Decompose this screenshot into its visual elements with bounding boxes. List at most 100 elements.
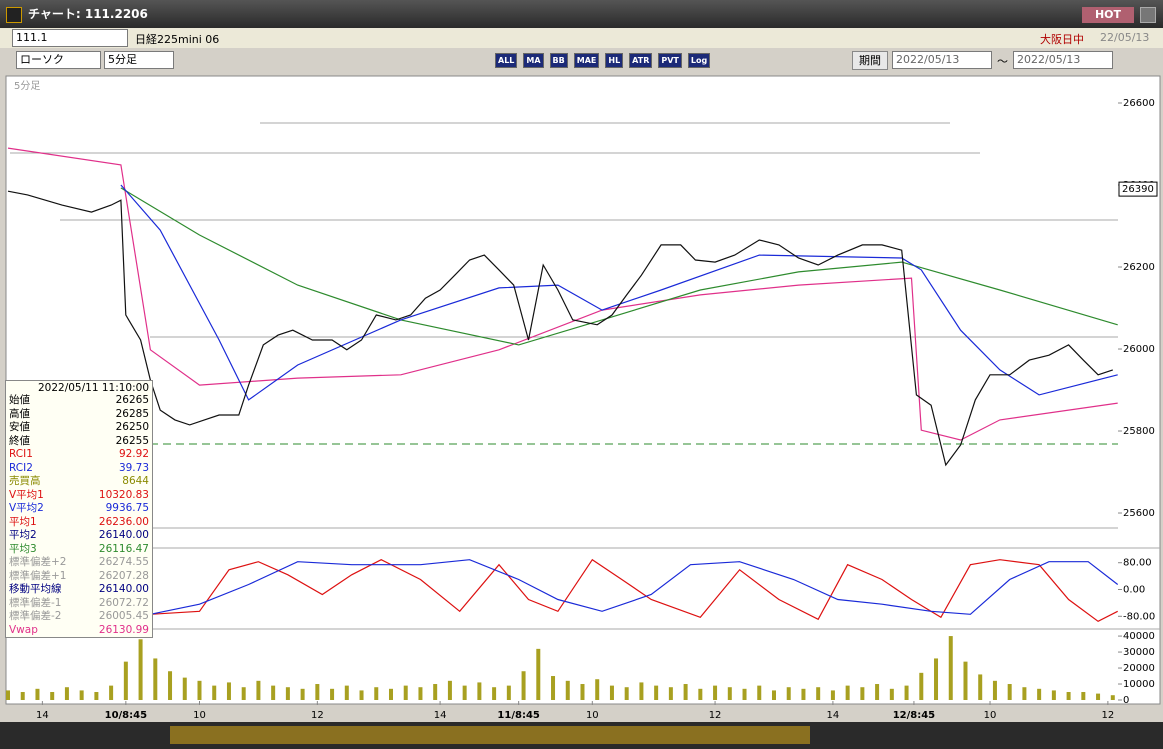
info-row: 標準偏差-1 26072.72 bbox=[9, 597, 149, 611]
info-label: 標準偏差-1 bbox=[9, 596, 62, 609]
series-line bbox=[150, 558, 1118, 623]
info-panel: 2022/05/11 11:10:00 始値 26265 高値 26285 安値 26250… bbox=[5, 380, 153, 638]
info-row: 標準偏差+1 26207.28 bbox=[9, 570, 149, 584]
volume-bar bbox=[786, 687, 791, 700]
info-row: V平均1 10320.83 bbox=[9, 489, 149, 503]
separator: ～ bbox=[997, 55, 1008, 68]
info-row: 平均2 26140.00 bbox=[9, 529, 149, 543]
tool-button[interactable]: ATR bbox=[629, 53, 653, 68]
info-value: 26207.28 bbox=[98, 569, 149, 582]
info-value: 26140.00 bbox=[98, 583, 149, 595]
tool-button[interactable]: BB bbox=[549, 53, 568, 68]
interval-select[interactable]: 5分足 bbox=[104, 51, 174, 69]
tool-button[interactable]: Log bbox=[687, 53, 711, 68]
info-row: 平均1 26236.00 bbox=[9, 516, 149, 530]
y-tick-label: 40000 bbox=[1123, 631, 1155, 642]
info-label: Vwap bbox=[9, 623, 38, 636]
toolbar-row: ローソク 5分足 ALL MA BB MAE HL ATR PVT Log 期間 2022/0… bbox=[0, 48, 1163, 74]
y-tick-label: -80.00 bbox=[1123, 611, 1155, 622]
date: 22/05/13 bbox=[1100, 31, 1150, 44]
button-group: ALL MA BB MAE HL ATR PVT Log bbox=[495, 53, 855, 68]
x-tick-label: 14 bbox=[36, 710, 49, 721]
volume-bar bbox=[713, 685, 718, 700]
window-title: チャート: 111.2206 bbox=[28, 7, 148, 21]
volume-bar bbox=[6, 690, 10, 700]
x-tick-label: 10 bbox=[586, 710, 599, 721]
y-tick-label: 26200 bbox=[1123, 262, 1155, 273]
volume-bar bbox=[138, 639, 143, 700]
y-tick-label: 0.00 bbox=[1123, 585, 1145, 596]
volume-bar bbox=[403, 685, 408, 700]
volume-bar bbox=[934, 658, 939, 700]
x-tick-label: 12 bbox=[709, 710, 722, 721]
tool-button[interactable]: MA bbox=[523, 53, 544, 68]
volume-bar bbox=[256, 680, 261, 700]
close-button[interactable] bbox=[1140, 7, 1156, 23]
volume-bar bbox=[50, 692, 55, 700]
volume-bar bbox=[830, 690, 835, 700]
info-value: 26072.72 bbox=[98, 596, 149, 609]
volume-bar bbox=[64, 687, 69, 700]
volume-bar bbox=[771, 690, 776, 700]
info-label: 標準偏差-2 bbox=[9, 610, 62, 622]
volume-bar bbox=[123, 661, 128, 700]
volume-bar bbox=[462, 685, 467, 700]
info-value: 26130.99 bbox=[98, 623, 149, 636]
from-date[interactable]: 2022/05/13 bbox=[892, 51, 992, 69]
info-value: 26255 bbox=[115, 434, 149, 447]
style-select[interactable]: ローソク bbox=[16, 51, 101, 69]
hot-button[interactable]: HOT bbox=[1082, 7, 1134, 23]
period-button[interactable]: 期間 bbox=[852, 51, 888, 70]
info-label: 標準偏差+1 bbox=[9, 569, 67, 582]
last-price: 26390 bbox=[1122, 184, 1154, 195]
volume-bar bbox=[447, 680, 452, 700]
info-row: 標準偏差+2 26274.55 bbox=[9, 556, 149, 570]
volume-bar bbox=[654, 685, 659, 700]
info-row: RCI2 39.73 bbox=[9, 462, 149, 476]
y-tick-label: 30000 bbox=[1123, 647, 1155, 658]
info-row: 平均3 26116.47 bbox=[9, 543, 149, 557]
volume-bar bbox=[536, 648, 541, 700]
x-tick-label: 14 bbox=[827, 710, 840, 721]
volume-bar bbox=[315, 684, 320, 700]
info-value: 26236.00 bbox=[98, 515, 149, 528]
tool-button[interactable]: ALL bbox=[495, 53, 518, 68]
symbol-input[interactable]: 111.1 bbox=[12, 29, 128, 47]
chart: 5分足 256002580026000262002640026600263908… bbox=[0, 75, 1163, 749]
tool-button[interactable]: PVT bbox=[658, 53, 682, 68]
tool-button[interactable]: HL bbox=[605, 53, 624, 68]
volume-bar bbox=[978, 674, 983, 700]
info-label: 安値 bbox=[9, 421, 30, 433]
volume-bar bbox=[1110, 695, 1115, 700]
info-label: V平均2 bbox=[9, 502, 44, 514]
symbol-name: 日経225mini 06 bbox=[135, 33, 220, 46]
volume-bar bbox=[226, 682, 231, 700]
volume-bar bbox=[271, 685, 276, 700]
app-icon bbox=[6, 7, 22, 23]
volume-bar bbox=[35, 688, 40, 700]
series-line bbox=[7, 190, 1113, 467]
info-row: RCI1 92.92 bbox=[9, 448, 149, 462]
info-label: 始値 bbox=[9, 394, 30, 406]
volume-bar bbox=[20, 692, 25, 700]
scroll-thumb[interactable] bbox=[170, 726, 810, 744]
info-label: 標準偏差+2 bbox=[9, 556, 67, 568]
volume-bar bbox=[182, 677, 187, 700]
info-row: 移動平均線 26140.00 bbox=[9, 583, 149, 597]
volume-bar bbox=[609, 685, 614, 700]
volume-bar bbox=[1096, 693, 1101, 700]
info-row: Vwap 26130.99 bbox=[9, 624, 149, 638]
volume-bar bbox=[639, 682, 644, 700]
volume-bar bbox=[698, 688, 703, 700]
to-date[interactable]: 2022/05/13 bbox=[1013, 51, 1113, 69]
info-label: 終値 bbox=[9, 434, 30, 447]
volume-bar bbox=[948, 636, 953, 700]
tool-button[interactable]: MAE bbox=[573, 53, 600, 68]
volume-bar bbox=[757, 685, 762, 700]
info-label: 平均3 bbox=[9, 542, 37, 555]
volume-bar bbox=[388, 688, 393, 700]
volume-bar bbox=[1081, 692, 1086, 700]
volume-bar bbox=[285, 687, 290, 700]
x-tick-label: 12/8:45 bbox=[893, 710, 935, 721]
